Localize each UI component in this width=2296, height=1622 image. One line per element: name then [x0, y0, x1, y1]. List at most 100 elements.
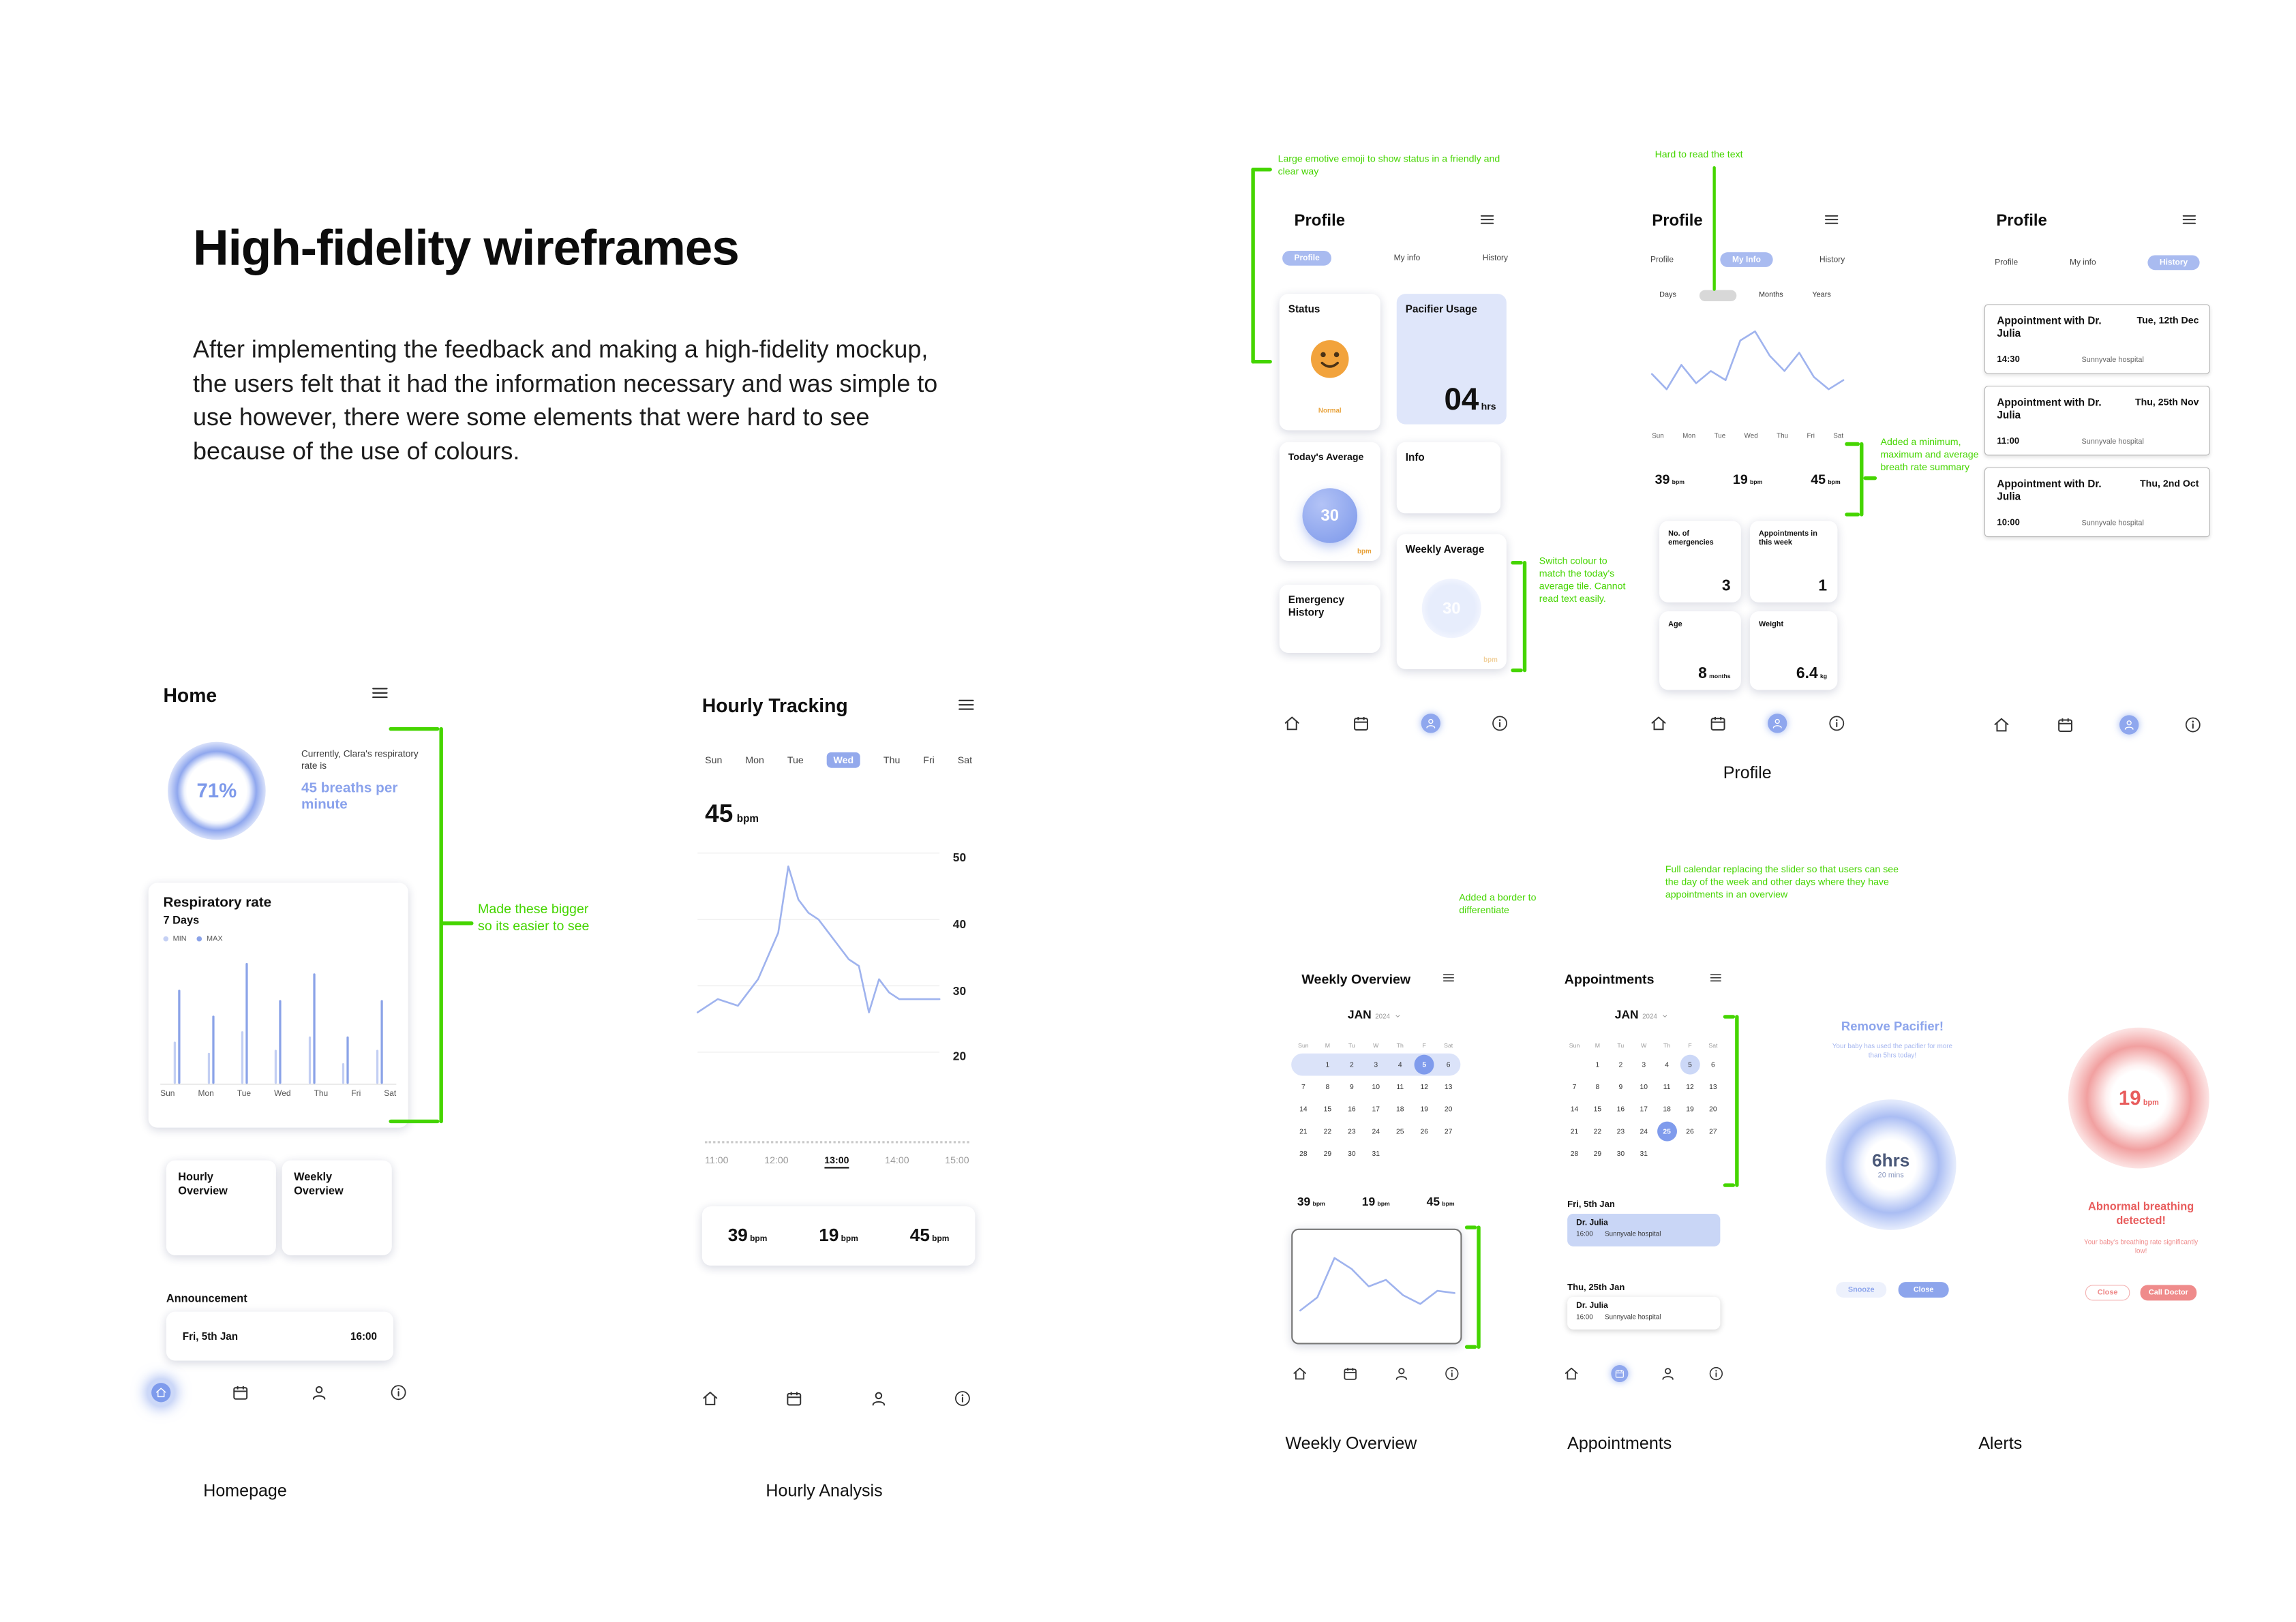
calendar-day[interactable]: 18	[1663, 1105, 1671, 1114]
day-option[interactable]: Thu	[883, 754, 901, 766]
calendar-day[interactable]: 29	[1593, 1149, 1602, 1158]
appointment-history-card[interactable]: Appointment with Dr. Julia Thu, 25th Nov…	[1984, 386, 2210, 456]
calendar-day[interactable]: 14	[1299, 1105, 1308, 1114]
time-tick[interactable]: 12:00	[764, 1154, 789, 1166]
tab-history[interactable]: History	[1819, 255, 1845, 264]
calendar-day[interactable]: 25	[1395, 1127, 1404, 1136]
home-icon[interactable]	[1563, 1364, 1580, 1381]
calendar-day[interactable]: 27	[1709, 1127, 1717, 1136]
time-tick[interactable]: 15:00	[945, 1154, 969, 1166]
calendar-day[interactable]: 22	[1323, 1127, 1332, 1136]
calendar-day[interactable]: 19	[1686, 1105, 1694, 1114]
appointment-history-card[interactable]: Appointment with Dr. Julia Tue, 12th Dec…	[1984, 304, 2210, 374]
tab-my-info[interactable]: My info	[1393, 254, 1421, 263]
calendar-day[interactable]: 5	[1412, 1053, 1436, 1076]
calendar-day[interactable]: 16	[1616, 1105, 1625, 1114]
calendar-day[interactable]: 12	[1420, 1082, 1428, 1091]
calendar-day[interactable]: 13	[1444, 1082, 1453, 1091]
day-option[interactable]: Mon	[745, 754, 764, 766]
time-tick-selected[interactable]: 13:00	[824, 1154, 849, 1169]
tab-history[interactable]: History	[2147, 255, 2200, 271]
calendar-day[interactable]: 28	[1299, 1149, 1308, 1158]
calendar-day[interactable]: 17	[1372, 1105, 1380, 1114]
close-button[interactable]: Close	[1898, 1282, 1949, 1298]
calendar-day[interactable]: 29	[1323, 1149, 1332, 1158]
calendar-day[interactable]: 20	[1444, 1105, 1453, 1114]
calendar-day[interactable]: 21	[1299, 1127, 1308, 1136]
calendar-icon[interactable]	[230, 1383, 250, 1402]
month-selector[interactable]: JAN 2024	[1615, 1009, 1670, 1022]
info-icon[interactable]	[1708, 1364, 1725, 1381]
calendar-icon[interactable]	[785, 1389, 804, 1408]
tab-profile[interactable]: Profile	[1282, 250, 1332, 266]
calendar-day[interactable]: 19	[1420, 1105, 1428, 1114]
calendar-day[interactable]: 26	[1686, 1127, 1694, 1136]
home-icon[interactable]	[1291, 1364, 1308, 1381]
calendar-day[interactable]: 23	[1616, 1127, 1625, 1136]
calendar-day[interactable]: 17	[1640, 1105, 1648, 1114]
calendar-day[interactable]: 9	[1349, 1082, 1354, 1091]
calendar-icon[interactable]	[1352, 714, 1371, 733]
calendar-icon[interactable]	[1342, 1364, 1359, 1381]
calendar-day[interactable]: 2	[1349, 1060, 1354, 1069]
calendar-day[interactable]: 23	[1348, 1127, 1356, 1136]
calendar-day[interactable]: 5	[1678, 1053, 1702, 1076]
calendar-day[interactable]: 11	[1396, 1082, 1404, 1091]
info-icon[interactable]	[953, 1389, 972, 1408]
day-option-selected[interactable]: Wed	[826, 752, 860, 768]
tab-profile[interactable]: Profile	[1650, 255, 1674, 264]
info-icon[interactable]	[2184, 715, 2203, 734]
tab-my-info[interactable]: My info	[2070, 258, 2096, 267]
calendar-day[interactable]: 27	[1444, 1127, 1453, 1136]
calendar-icon[interactable]	[2055, 715, 2074, 734]
calendar-day[interactable]: 20	[1709, 1105, 1717, 1114]
info-icon[interactable]	[1443, 1364, 1460, 1381]
calendar-day[interactable]: 6	[1446, 1060, 1451, 1069]
day-option[interactable]: Fri	[923, 754, 935, 766]
day-option[interactable]: Sun	[705, 754, 723, 766]
info-icon[interactable]	[389, 1383, 408, 1402]
home-icon[interactable]	[1649, 714, 1668, 733]
hourly-overview-button[interactable]: Hourly Overview	[166, 1160, 276, 1255]
calendar-day[interactable]: 11	[1663, 1082, 1671, 1091]
calendar-day[interactable]: 9	[1618, 1082, 1623, 1091]
home-icon[interactable]	[1992, 715, 2011, 734]
range-option-days[interactable]: Days	[1659, 290, 1676, 299]
calendar-day[interactable]: 15	[1593, 1105, 1602, 1114]
profile-icon[interactable]	[868, 1389, 888, 1408]
time-tick[interactable]: 11:00	[705, 1154, 729, 1166]
calendar-day[interactable]: 10	[1640, 1082, 1648, 1091]
calendar-day[interactable]: 25	[1655, 1120, 1679, 1143]
calendar-day[interactable]: 31	[1640, 1149, 1648, 1158]
calendar-day[interactable]: 7	[1301, 1082, 1305, 1091]
calendar-icon[interactable]	[1611, 1364, 1629, 1382]
hamburger-menu-icon[interactable]	[956, 694, 976, 715]
close-button[interactable]: Close	[2085, 1285, 2130, 1301]
home-icon[interactable]	[151, 1383, 171, 1403]
info-icon[interactable]	[1827, 714, 1846, 733]
calendar-icon[interactable]	[1708, 714, 1727, 733]
calendar-day[interactable]: 21	[1570, 1127, 1579, 1136]
calendar-day[interactable]: 10	[1372, 1082, 1380, 1091]
time-tick[interactable]: 14:00	[885, 1154, 909, 1166]
calendar-day[interactable]: 2	[1618, 1060, 1623, 1069]
day-option[interactable]: Tue	[787, 754, 804, 766]
appointment-history-card[interactable]: Appointment with Dr. Julia Thu, 2nd Oct …	[1984, 467, 2210, 538]
hamburger-menu-icon[interactable]	[1441, 970, 1456, 985]
calendar-day[interactable]: 3	[1374, 1060, 1378, 1069]
calendar-day[interactable]: 4	[1665, 1060, 1670, 1069]
day-option[interactable]: Sat	[957, 754, 973, 766]
calendar-day[interactable]: 24	[1640, 1127, 1648, 1136]
calendar-day[interactable]: 30	[1616, 1149, 1625, 1158]
weekly-overview-button[interactable]: Weekly Overview	[282, 1160, 392, 1255]
appointment-card[interactable]: Dr. Julia 16:00 Sunnyvale hospital	[1567, 1213, 1721, 1246]
range-option-months[interactable]: Months	[1758, 290, 1783, 299]
calendar-day[interactable]: 16	[1348, 1105, 1356, 1114]
announcement-card[interactable]: Fri, 5th Jan 16:00	[166, 1311, 393, 1361]
range-option-years[interactable]: Years	[1812, 290, 1831, 299]
calendar-day[interactable]: 8	[1325, 1082, 1330, 1091]
snooze-button[interactable]: Snooze	[1836, 1282, 1887, 1298]
calendar-day[interactable]: 7	[1572, 1082, 1577, 1091]
calendar-day[interactable]: 22	[1593, 1127, 1602, 1136]
profile-icon[interactable]	[309, 1383, 329, 1402]
